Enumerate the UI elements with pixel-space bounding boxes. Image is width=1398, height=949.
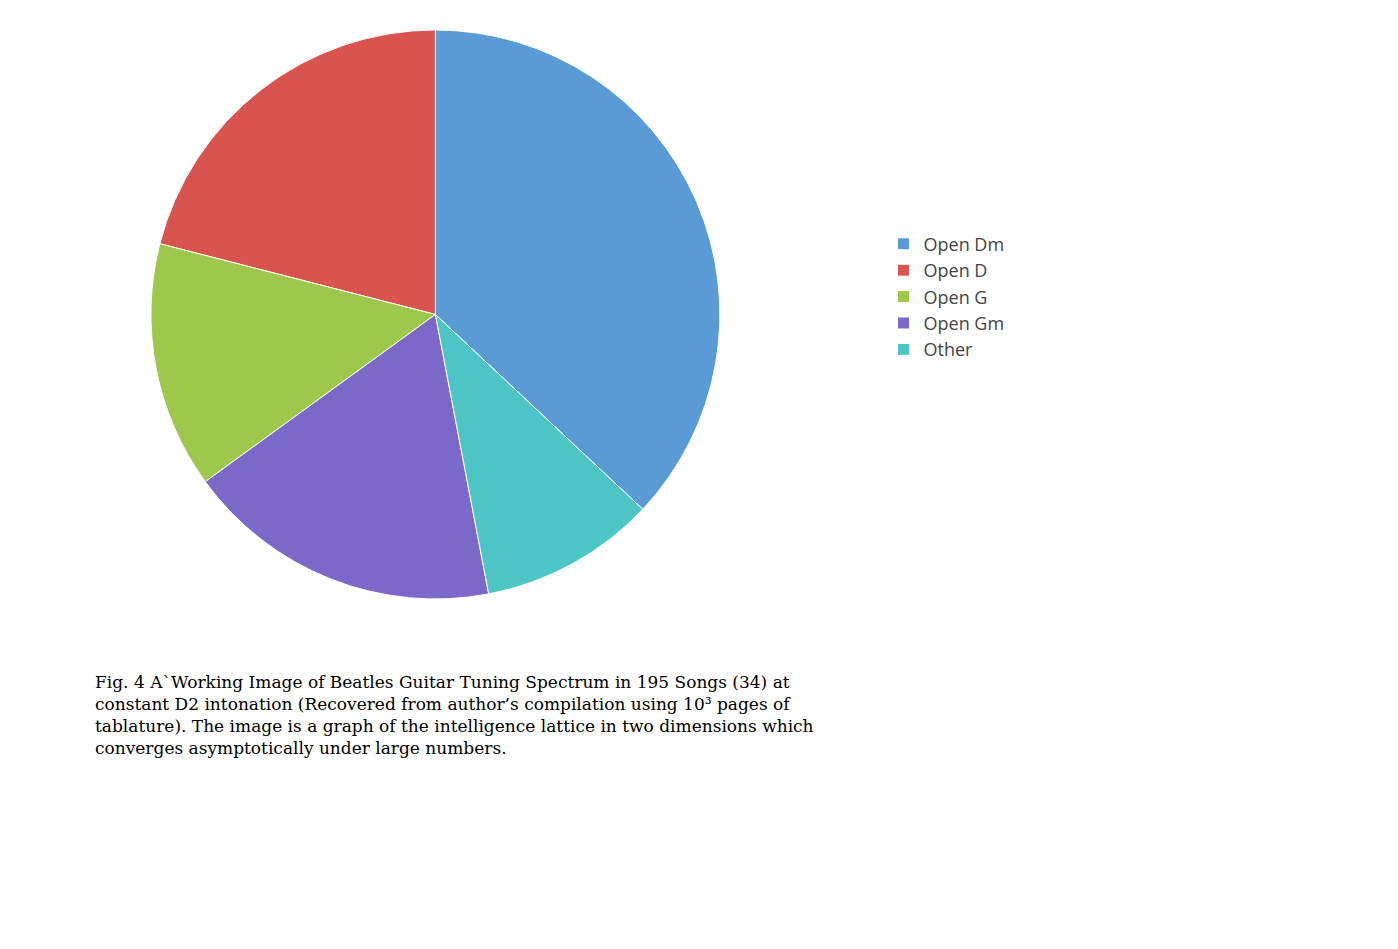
svg-text:Fig. 4 AˋWorking Image of Beat: Fig. 4 AˋWorking Image of Beatles Guitar… [95, 672, 814, 758]
svg-text:Open Dm: Open Dm [924, 232, 1005, 256]
svg-text:Other: Other [924, 337, 974, 361]
svg-text:Open G: Open G [924, 285, 988, 309]
svg-text:Open Gm: Open Gm [924, 311, 1005, 335]
svg-text:Open D: Open D [924, 258, 988, 282]
